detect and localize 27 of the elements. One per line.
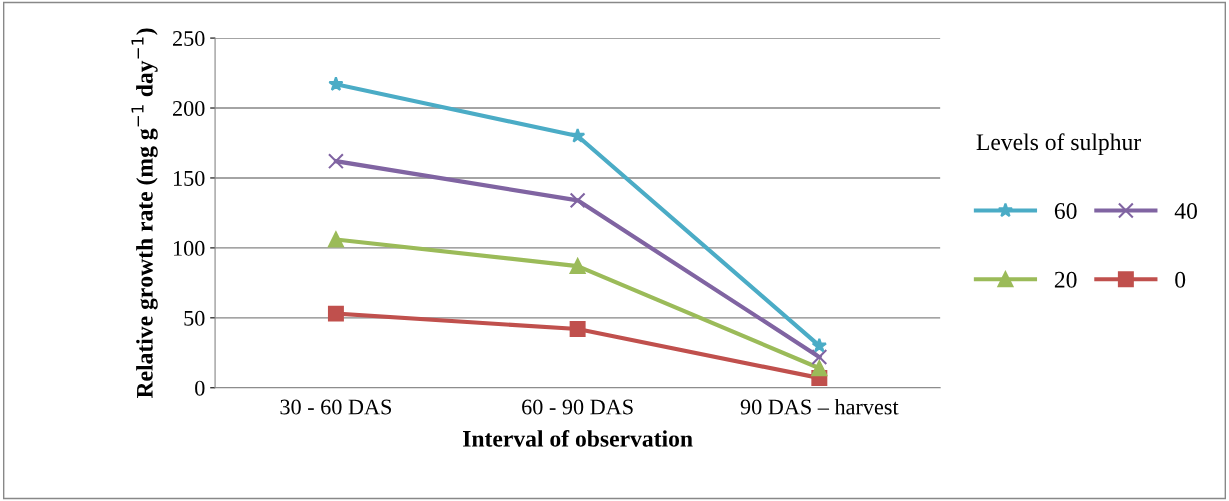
legend-label: 40 <box>1174 203 1197 219</box>
x-tick-label: 90 DAS – harvest <box>740 398 899 415</box>
y-tick-label: 0 <box>195 380 205 396</box>
point <box>327 231 344 248</box>
legend-title: Levels of sulphur <box>976 133 1141 155</box>
point <box>569 321 586 338</box>
legend-label: 60 <box>1054 203 1077 219</box>
y-tick-label: 100 <box>173 240 205 256</box>
point <box>811 349 828 365</box>
x-tick-label: 30 - 60 DAS <box>280 399 392 415</box>
y-tick-label: 50 <box>184 310 205 326</box>
x-axis-title: Interval of observation <box>463 429 693 447</box>
y-axis-title: Relative growth rate (mg g$^{−1}$ day$^{−1}$) <box>131 28 158 399</box>
y-tick-label: 250 <box>173 31 205 46</box>
legend-label: 0 <box>1175 271 1186 288</box>
point <box>569 192 586 209</box>
point <box>328 76 344 91</box>
point <box>569 128 586 143</box>
x-tick-label: 60 - 90 DAS <box>522 399 633 415</box>
legend-label: 20 <box>1054 271 1077 288</box>
point <box>327 153 344 170</box>
point <box>811 360 828 377</box>
point <box>811 337 827 353</box>
y-tick-label: 200 <box>173 100 205 116</box>
y-tick-label: 150 <box>173 170 205 186</box>
point <box>569 258 586 275</box>
point <box>327 305 344 322</box>
